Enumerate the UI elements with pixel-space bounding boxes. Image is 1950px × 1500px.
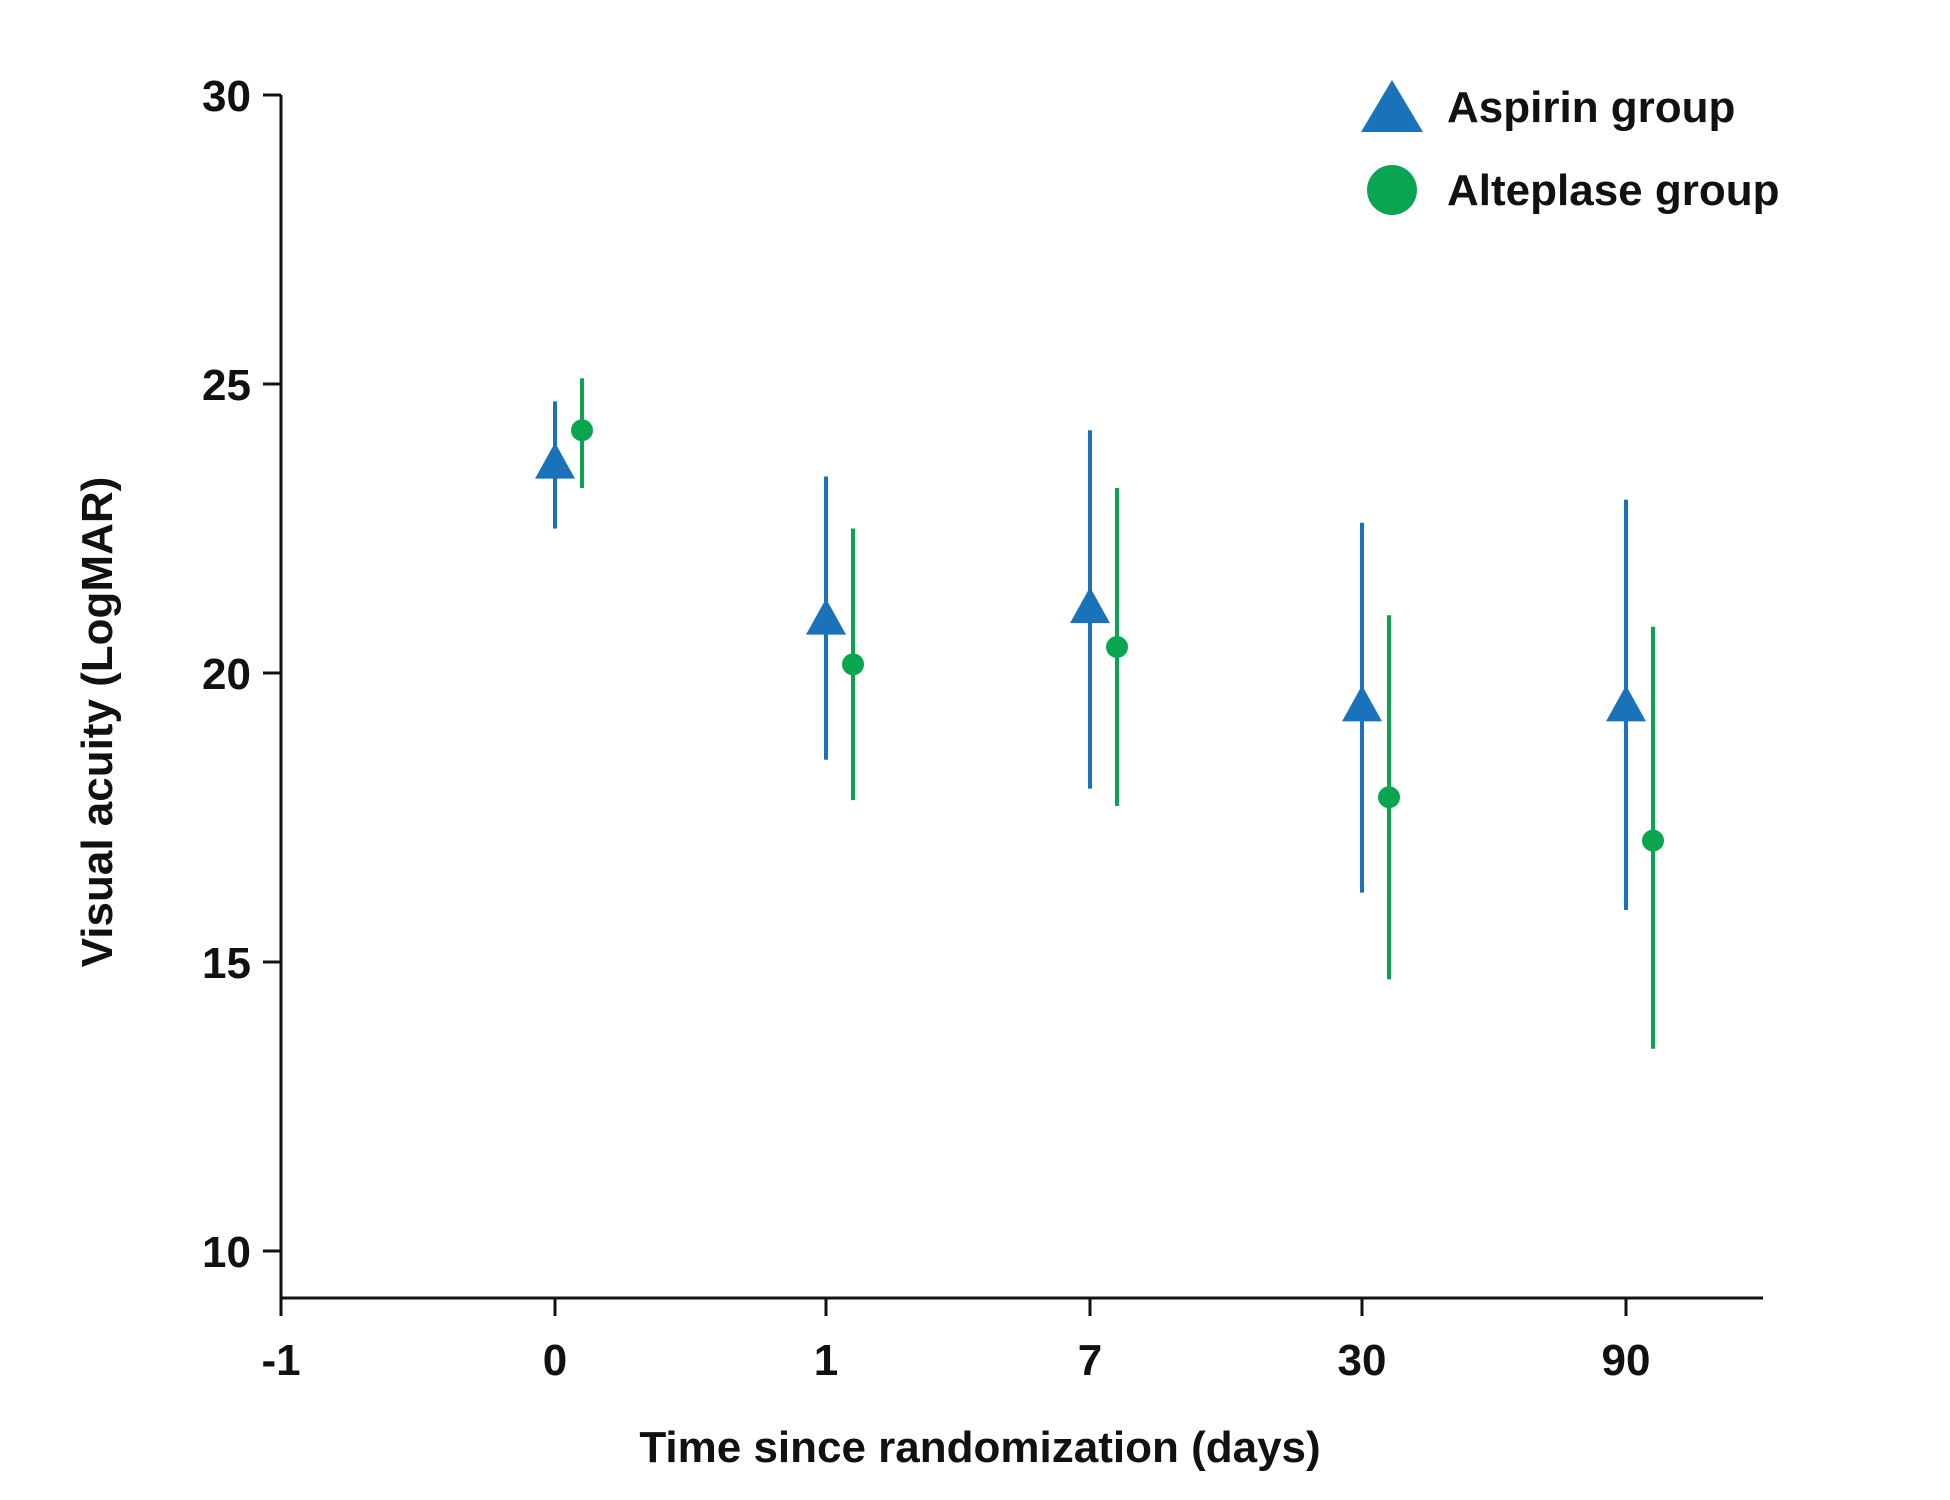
axes: 10 15 20 25 30 -1 0 1 7 30 90 [202, 72, 1763, 1385]
legend-label: Aspirin group [1447, 83, 1735, 132]
legend: Aspirin group Alteplase group [1361, 80, 1780, 215]
y-tick-label: 20 [202, 650, 251, 699]
data-point [1642, 829, 1664, 852]
data-point [842, 653, 864, 676]
data-point [571, 419, 593, 442]
y-tick-label: 10 [202, 1228, 251, 1277]
series-alteplase [571, 378, 1664, 1049]
data-point [1606, 685, 1646, 722]
x-tick-label: 1 [814, 1336, 838, 1385]
data-point [535, 442, 575, 479]
x-tick-label: 90 [1602, 1336, 1651, 1385]
x-axis-title: Time since randomization (days) [639, 1423, 1320, 1472]
y-tick-label: 30 [202, 72, 251, 121]
x-axis-ticks: -1 0 1 7 30 90 [261, 1298, 1650, 1385]
y-axis-title: Visual acuity (LogMAR) [73, 477, 122, 968]
data-point [1378, 786, 1400, 809]
series-aspirin [535, 401, 1646, 910]
legend-triangle-icon [1361, 80, 1423, 132]
data-point [1070, 587, 1110, 624]
data-point [1106, 635, 1128, 658]
legend-circle-icon [1367, 165, 1417, 215]
x-tick-label: 30 [1338, 1336, 1387, 1385]
data-point [806, 598, 846, 635]
y-axis-ticks: 10 15 20 25 30 [202, 72, 281, 1277]
legend-label: Alteplase group [1447, 166, 1780, 215]
y-tick-label: 25 [202, 361, 251, 410]
plot-marks [535, 378, 1664, 1049]
y-tick-label: 15 [202, 939, 251, 988]
data-point [1342, 685, 1382, 722]
x-tick-label: 7 [1078, 1336, 1102, 1385]
x-tick-label: -1 [261, 1336, 300, 1385]
x-tick-label: 0 [543, 1336, 567, 1385]
